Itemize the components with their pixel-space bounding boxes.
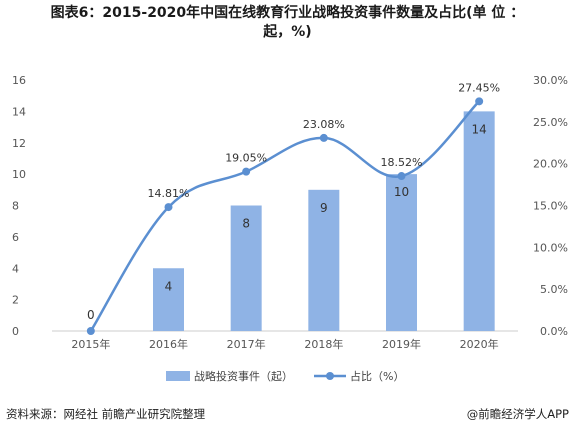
y-right-tick-label: 0.0%	[540, 325, 568, 338]
share-value-label: 19.05%	[225, 152, 267, 165]
x-tick-label: 2018年	[304, 337, 343, 351]
bar-value-label: 8	[242, 217, 250, 231]
bar-value-label: 0	[87, 308, 95, 322]
bar-value-label: 10	[394, 185, 409, 199]
y-left-tick-label: 16	[12, 74, 26, 87]
source-note: 资料来源：网经社 前瞻产业研究院整理	[6, 407, 206, 421]
legend-bar-swatch	[166, 371, 190, 381]
brand-credit: @前瞻经济学人APP	[466, 407, 569, 421]
y-right-tick-label: 30.0%	[533, 74, 568, 87]
y-right-tick-label: 20.0%	[533, 158, 568, 171]
share-line	[89, 100, 481, 332]
legend-line-label: 占比（%）	[350, 369, 404, 383]
bar	[230, 205, 262, 331]
bar-value-label: 14	[472, 122, 487, 136]
y-left-tick-label: 8	[12, 200, 19, 213]
share-point	[319, 133, 328, 142]
share-value-label: 18.52%	[381, 156, 423, 169]
y-right-tick-label: 25.0%	[533, 116, 568, 129]
y-left-tick-label: 14	[12, 105, 26, 118]
y-left-tick-label: 2	[12, 294, 19, 307]
bars-layer	[153, 111, 495, 331]
bar	[153, 268, 184, 331]
share-point	[397, 172, 406, 181]
chart-title-line2: 起，%)	[263, 24, 312, 40]
axes-layer: 0 2 4 6 8 10 12 14 16 0.0% 5.0% 10.0% 15.0% 20.0% 25.0…	[12, 74, 568, 351]
x-tick-label: 2017年	[227, 337, 266, 351]
share-point	[242, 167, 251, 176]
x-tick-label: 2016年	[149, 337, 188, 351]
y-right-tick-label: 10.0%	[533, 241, 568, 254]
y-left-tick-label: 0	[12, 325, 19, 338]
bar	[386, 174, 417, 331]
y-left-tick-label: 4	[12, 262, 19, 275]
y-left-tick-label: 6	[12, 231, 19, 244]
bar-value-label: 9	[320, 201, 328, 215]
chart-title-line1: 图表6：2015-2020年中国在线教育行业战略投资事件数量及占比(单 位 ：	[50, 5, 525, 21]
bar	[308, 189, 340, 331]
share-value-label: 14.81%	[148, 187, 190, 200]
x-tick-label: 2015年	[71, 337, 110, 351]
labels-layer: 0 4 8 9 10 14 14.81% 19.05% 23.08% 18.52% 27.45%	[87, 81, 500, 322]
y-right-tick-label: 15.0%	[533, 200, 568, 213]
share-value-label: 27.45%	[458, 81, 500, 94]
legend: 战略投资事件（起） 占比（%）	[166, 369, 404, 383]
share-point	[86, 327, 95, 335]
bar	[463, 111, 495, 331]
y-left-tick-label: 10	[12, 168, 26, 181]
y-left-tick-label: 12	[12, 137, 26, 150]
bar-value-label: 4	[165, 279, 173, 293]
line-layer	[86, 97, 484, 335]
y-right-tick-label: 5.0%	[540, 283, 568, 296]
x-tick-label: 2019年	[382, 337, 421, 351]
share-point	[164, 203, 173, 212]
x-tick-label: 2020年	[460, 337, 499, 351]
legend-line-marker	[326, 372, 334, 380]
share-point	[475, 97, 484, 106]
share-value-label: 23.08%	[303, 118, 345, 131]
chart-title: 图表6：2015-2020年中国在线教育行业战略投资事件数量及占比(单 位 ： …	[0, 4, 575, 42]
legend-bar-label: 战略投资事件（起）	[194, 369, 293, 383]
